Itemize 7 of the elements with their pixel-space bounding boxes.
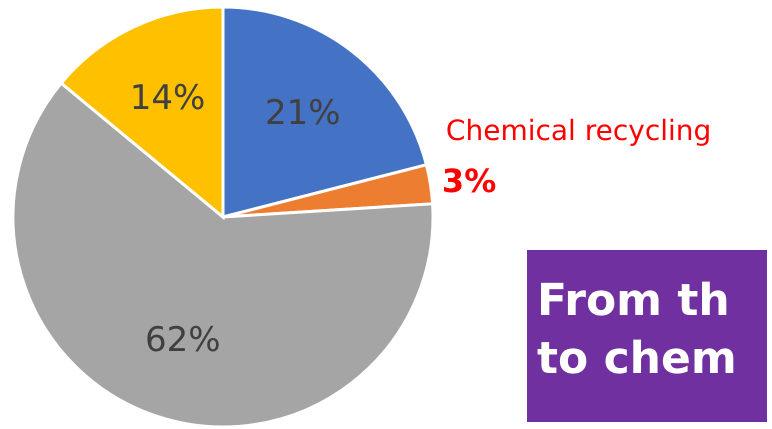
data-label: 14% [130,78,206,118]
data-label: 3% [442,162,496,200]
text: to chem [537,332,738,386]
data-label: 21% [265,93,341,134]
data-label: 62% [144,320,221,360]
text: From th [537,274,731,328]
slice-label: Chemical recycling [446,114,712,147]
